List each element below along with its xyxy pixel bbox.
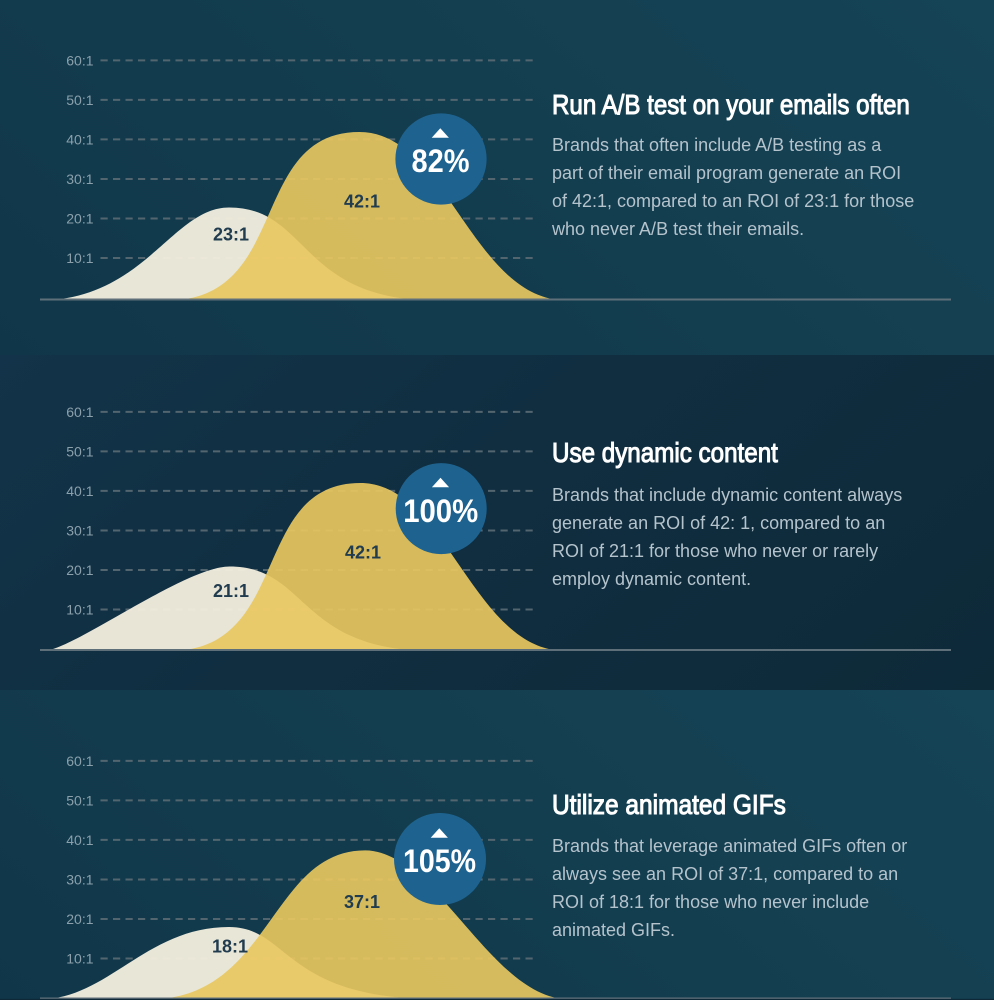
- svg-text:10:1: 10:1: [66, 950, 93, 966]
- svg-text:20:1: 20:1: [66, 210, 93, 226]
- svg-text:60:1: 60:1: [66, 404, 93, 420]
- svg-text:60:1: 60:1: [66, 753, 93, 769]
- svg-text:40:1: 40:1: [66, 832, 93, 848]
- svg-text:37:1: 37:1: [344, 892, 380, 912]
- svg-text:20:1: 20:1: [66, 562, 93, 578]
- svg-text:21:1: 21:1: [213, 581, 249, 601]
- svg-text:50:1: 50:1: [66, 792, 93, 808]
- svg-text:40:1: 40:1: [66, 483, 93, 499]
- svg-text:50:1: 50:1: [66, 92, 93, 108]
- svg-text:105%: 105%: [403, 843, 476, 879]
- svg-text:23:1: 23:1: [213, 225, 249, 245]
- svg-text:30:1: 30:1: [66, 871, 93, 887]
- svg-text:82%: 82%: [412, 143, 470, 179]
- svg-text:40:1: 40:1: [66, 131, 93, 147]
- svg-text:60:1: 60:1: [66, 52, 93, 68]
- svg-text:50:1: 50:1: [66, 443, 93, 459]
- svg-text:42:1: 42:1: [344, 192, 380, 212]
- svg-text:100%: 100%: [403, 493, 478, 529]
- svg-text:30:1: 30:1: [66, 171, 93, 187]
- svg-text:30:1: 30:1: [66, 522, 93, 538]
- svg-text:18:1: 18:1: [212, 937, 248, 957]
- svg-text:10:1: 10:1: [66, 601, 93, 617]
- svg-text:10:1: 10:1: [66, 250, 93, 266]
- svg-text:42:1: 42:1: [345, 543, 381, 563]
- svg-text:20:1: 20:1: [66, 911, 93, 927]
